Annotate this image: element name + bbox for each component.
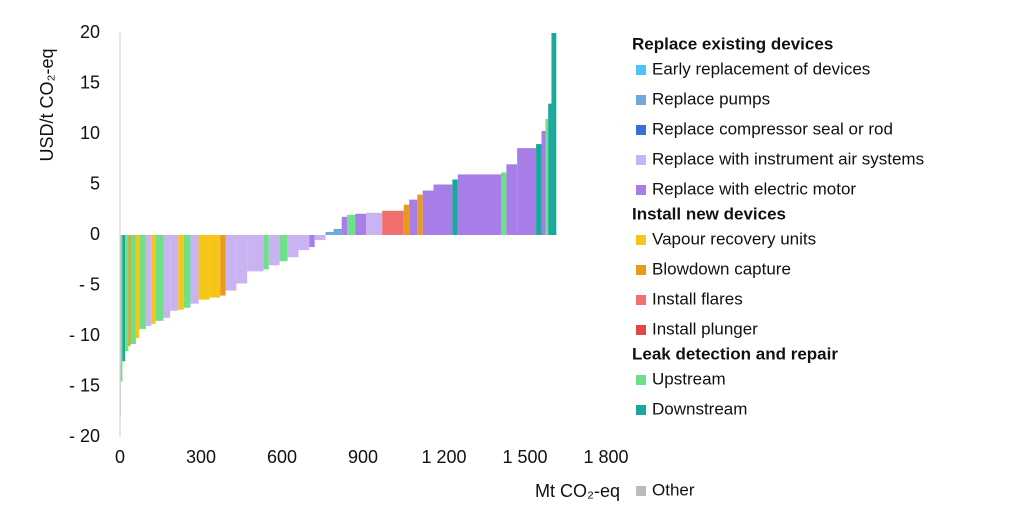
bar — [247, 235, 264, 272]
y-axis-label: USD/t CO₂-eq — [37, 48, 57, 161]
bar — [422, 190, 434, 235]
legend-label: Blowdown capture — [652, 259, 791, 278]
legend-label: Other — [652, 480, 695, 499]
legend-label: Install flares — [652, 289, 743, 308]
legend-heading: Leak detection and repair — [632, 344, 838, 363]
legend-label: Early replacement of devices — [652, 59, 870, 78]
bar — [209, 235, 221, 298]
legend-swatch — [636, 65, 646, 75]
bar — [268, 235, 280, 266]
legend-heading: Replace existing devices — [632, 34, 833, 53]
x-tick-label: 600 — [267, 447, 297, 467]
y-tick-label: - 20 — [69, 426, 100, 446]
legend-swatch — [636, 295, 646, 305]
y-tick-label: 0 — [90, 224, 100, 244]
legend-label: Replace with electric motor — [652, 179, 856, 198]
bar — [178, 235, 184, 310]
bar — [452, 179, 458, 235]
bar — [139, 235, 146, 329]
bar — [517, 148, 537, 235]
legend-swatch — [636, 265, 646, 275]
bar — [225, 235, 237, 291]
legend-swatch — [636, 185, 646, 195]
bar — [263, 235, 269, 270]
bar — [325, 231, 334, 235]
x-tick-label: 900 — [348, 447, 378, 467]
bar — [417, 194, 423, 235]
legend-label: Downstream — [652, 399, 747, 418]
bar — [365, 212, 383, 235]
bar — [541, 130, 546, 235]
bar — [506, 164, 518, 235]
y-tick-label: 15 — [80, 72, 100, 92]
bar — [433, 184, 453, 235]
bar — [125, 235, 129, 352]
y-tick-label: - 15 — [69, 375, 100, 395]
bar — [198, 235, 210, 300]
bar — [551, 33, 557, 235]
x-tick-label: 1 800 — [583, 447, 628, 467]
bar — [298, 235, 310, 251]
bar — [151, 235, 156, 324]
legend-label: Replace pumps — [652, 89, 770, 108]
bar — [309, 235, 315, 248]
legend-swatch — [636, 325, 646, 335]
legend-swatch — [636, 486, 646, 496]
bar — [220, 235, 226, 296]
bar — [347, 214, 356, 235]
bar — [122, 235, 126, 362]
legend-swatch — [636, 95, 646, 105]
bar — [135, 235, 140, 339]
bar — [130, 235, 136, 345]
x-tick-label: 0 — [115, 447, 125, 467]
legend-label: Install plunger — [652, 319, 758, 338]
legend-swatch — [636, 155, 646, 165]
x-axis-label: Mt CO₂-eq — [535, 481, 620, 501]
bar — [457, 174, 501, 235]
legend-label: Replace compressor seal or rod — [652, 119, 893, 138]
bar — [183, 235, 191, 308]
legend-label: Vapour recovery units — [652, 229, 816, 248]
bar — [500, 172, 507, 235]
bar — [163, 235, 171, 318]
legend-label: Upstream — [652, 369, 726, 388]
y-tick-label: 5 — [90, 173, 100, 193]
x-tick-label: 1 200 — [421, 447, 466, 467]
bar — [314, 235, 326, 241]
legend-swatch — [636, 405, 646, 415]
y-tick-label: - 10 — [69, 325, 100, 345]
y-tick-label: 10 — [80, 123, 100, 143]
legend-label: Replace with instrument air systems — [652, 149, 924, 168]
bar — [190, 235, 199, 304]
bar — [548, 103, 552, 235]
bar — [145, 235, 152, 326]
y-tick-label: - 5 — [79, 274, 100, 294]
legend-swatch — [636, 375, 646, 385]
bar — [341, 216, 348, 235]
x-tick-label: 1 500 — [502, 447, 547, 467]
bar — [409, 199, 418, 235]
legend-swatch — [636, 125, 646, 135]
y-tick-label: 20 — [80, 22, 100, 42]
bar — [155, 235, 164, 321]
legend-swatch — [636, 235, 646, 245]
bar — [170, 235, 179, 311]
bar — [333, 228, 342, 235]
bar — [236, 235, 248, 284]
bar — [382, 210, 404, 235]
bar — [403, 204, 410, 235]
bar — [287, 235, 299, 258]
bar — [128, 235, 131, 347]
bar — [545, 118, 549, 235]
legend-heading: Install new devices — [632, 204, 786, 223]
bar — [355, 213, 366, 235]
bar — [536, 144, 542, 235]
bar — [120, 235, 123, 382]
bar — [279, 235, 288, 262]
x-tick-label: 300 — [186, 447, 216, 467]
